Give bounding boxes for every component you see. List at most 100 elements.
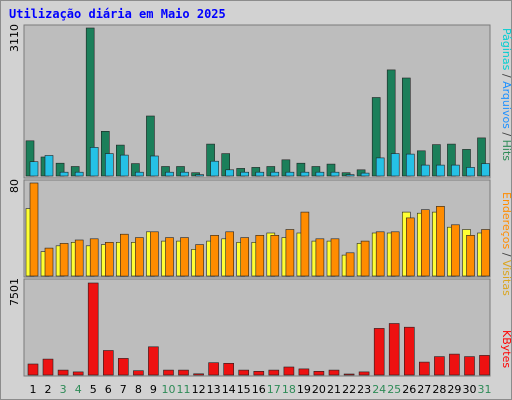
bar-files-20 <box>315 171 325 177</box>
bar-sites-9 <box>150 231 159 277</box>
bar-sites-24 <box>375 231 385 277</box>
side-legend-part: Páginas <box>500 28 512 71</box>
bottom-scale-label: 7501 <box>8 278 21 306</box>
bar-sites-3 <box>59 243 69 277</box>
bar-kbytes-8 <box>133 370 144 376</box>
bars-layer <box>25 27 490 376</box>
bar-kbytes-13 <box>208 362 219 376</box>
bar-sites-25 <box>390 231 400 277</box>
x-tick-label: 17 <box>267 383 281 396</box>
bar-sites-11 <box>180 237 189 277</box>
x-tick-label: 28 <box>432 383 446 396</box>
x-axis-labels: 1 2 3 4 5 6 7 8 9 10 11 12 13 14 15 16 17 18 19 20 21 22 23 24 2… <box>30 383 492 396</box>
bar-kbytes-29 <box>449 353 460 376</box>
side-legend-middle: Endereços / Visitas <box>500 192 512 296</box>
bar-files-21 <box>330 171 340 177</box>
bar-sites-30 <box>466 235 475 277</box>
bar-files-15 <box>240 171 249 177</box>
bar-files-25 <box>390 153 400 177</box>
x-tick-label: 18 <box>282 383 296 396</box>
x-tick-label: 3 <box>60 383 67 396</box>
bar-sites-19 <box>300 211 310 277</box>
bar-sites-29 <box>451 224 460 277</box>
side-legend-part: / <box>500 70 512 77</box>
bar-kbytes-9 <box>148 346 159 376</box>
bar-files-27 <box>420 164 430 177</box>
side-legend-part: / <box>500 129 512 136</box>
bar-files-14 <box>225 169 234 177</box>
bar-kbytes-31 <box>479 355 490 376</box>
bar-kbytes-11 <box>178 369 189 376</box>
bar-kbytes-14 <box>223 362 234 376</box>
bar-kbytes-22 <box>343 373 355 376</box>
bar-sites-12 <box>195 244 204 277</box>
bar-kbytes-23 <box>358 371 370 376</box>
side-legend-part: Hits <box>500 136 512 161</box>
bar-files-6 <box>105 153 114 177</box>
bar-files-19 <box>300 171 310 177</box>
x-tick-label: 22 <box>342 383 356 396</box>
x-tick-label: 19 <box>297 383 311 396</box>
bar-sites-4 <box>74 239 84 277</box>
bar-sites-10 <box>165 237 174 277</box>
bar-files-18 <box>285 171 295 177</box>
side-legend-bottom: KBytes <box>500 330 512 368</box>
bar-kbytes-1 <box>27 363 39 376</box>
x-tick-label: 10 <box>162 383 176 396</box>
bar-sites-27 <box>420 209 430 277</box>
bar-kbytes-26 <box>403 326 415 376</box>
bar-files-2 <box>44 155 54 177</box>
x-tick-label: 31 <box>478 383 492 396</box>
bar-files-5 <box>89 147 99 177</box>
bar-sites-28 <box>436 206 445 277</box>
top-scale-label: 3110 <box>8 24 21 52</box>
x-tick-label: 15 <box>237 383 251 396</box>
side-legend-part: / <box>500 249 512 256</box>
bar-sites-13 <box>210 235 219 277</box>
bar-sites-21 <box>330 238 340 277</box>
bar-kbytes-19 <box>298 368 310 376</box>
bar-kbytes-16 <box>253 370 265 376</box>
bar-kbytes-18 <box>283 366 295 376</box>
bar-kbytes-20 <box>313 370 325 376</box>
bar-sites-7 <box>120 233 129 277</box>
bar-kbytes-5 <box>87 282 99 376</box>
x-tick-label: 14 <box>222 383 236 396</box>
x-tick-label: 12 <box>192 383 206 396</box>
x-tick-label: 23 <box>357 383 371 396</box>
x-tick-label: 8 <box>135 383 142 396</box>
side-legend-part: KBytes <box>500 330 512 368</box>
bar-files-12 <box>195 174 204 177</box>
bar-files-13 <box>210 160 219 177</box>
bar-sites-8 <box>135 237 144 277</box>
bar-kbytes-6 <box>103 350 114 376</box>
bar-sites-1 <box>29 182 39 277</box>
bar-kbytes-15 <box>238 369 249 376</box>
bar-kbytes-2 <box>42 358 54 376</box>
bar-files-28 <box>436 164 445 177</box>
x-tick-label: 9 <box>150 383 157 396</box>
chart-title: Utilização diária em Maio 2025 <box>9 7 226 21</box>
bar-files-10 <box>165 171 174 177</box>
x-tick-label: 5 <box>90 383 97 396</box>
bar-kbytes-7 <box>118 358 129 376</box>
side-legend-text: Endereços / Visitas <box>500 192 512 296</box>
x-tick-label: 1 <box>30 383 37 396</box>
side-legend-text: Páginas / Arquivos / Hits <box>500 28 512 161</box>
x-tick-label: 11 <box>177 383 191 396</box>
bar-files-22 <box>345 174 355 177</box>
bar-sites-31 <box>481 229 490 277</box>
bar-files-26 <box>405 153 415 177</box>
bar-kbytes-24 <box>373 328 385 376</box>
bar-files-1 <box>29 161 39 177</box>
bar-files-23 <box>360 172 370 177</box>
bar-sites-18 <box>285 229 295 277</box>
bar-kbytes-28 <box>434 356 445 376</box>
bar-kbytes-25 <box>388 323 400 376</box>
x-tick-label: 26 <box>402 383 416 396</box>
bar-kbytes-17 <box>268 369 280 376</box>
x-tick-label: 7 <box>120 383 127 396</box>
x-tick-label: 4 <box>75 383 82 396</box>
bar-files-31 <box>481 163 490 177</box>
